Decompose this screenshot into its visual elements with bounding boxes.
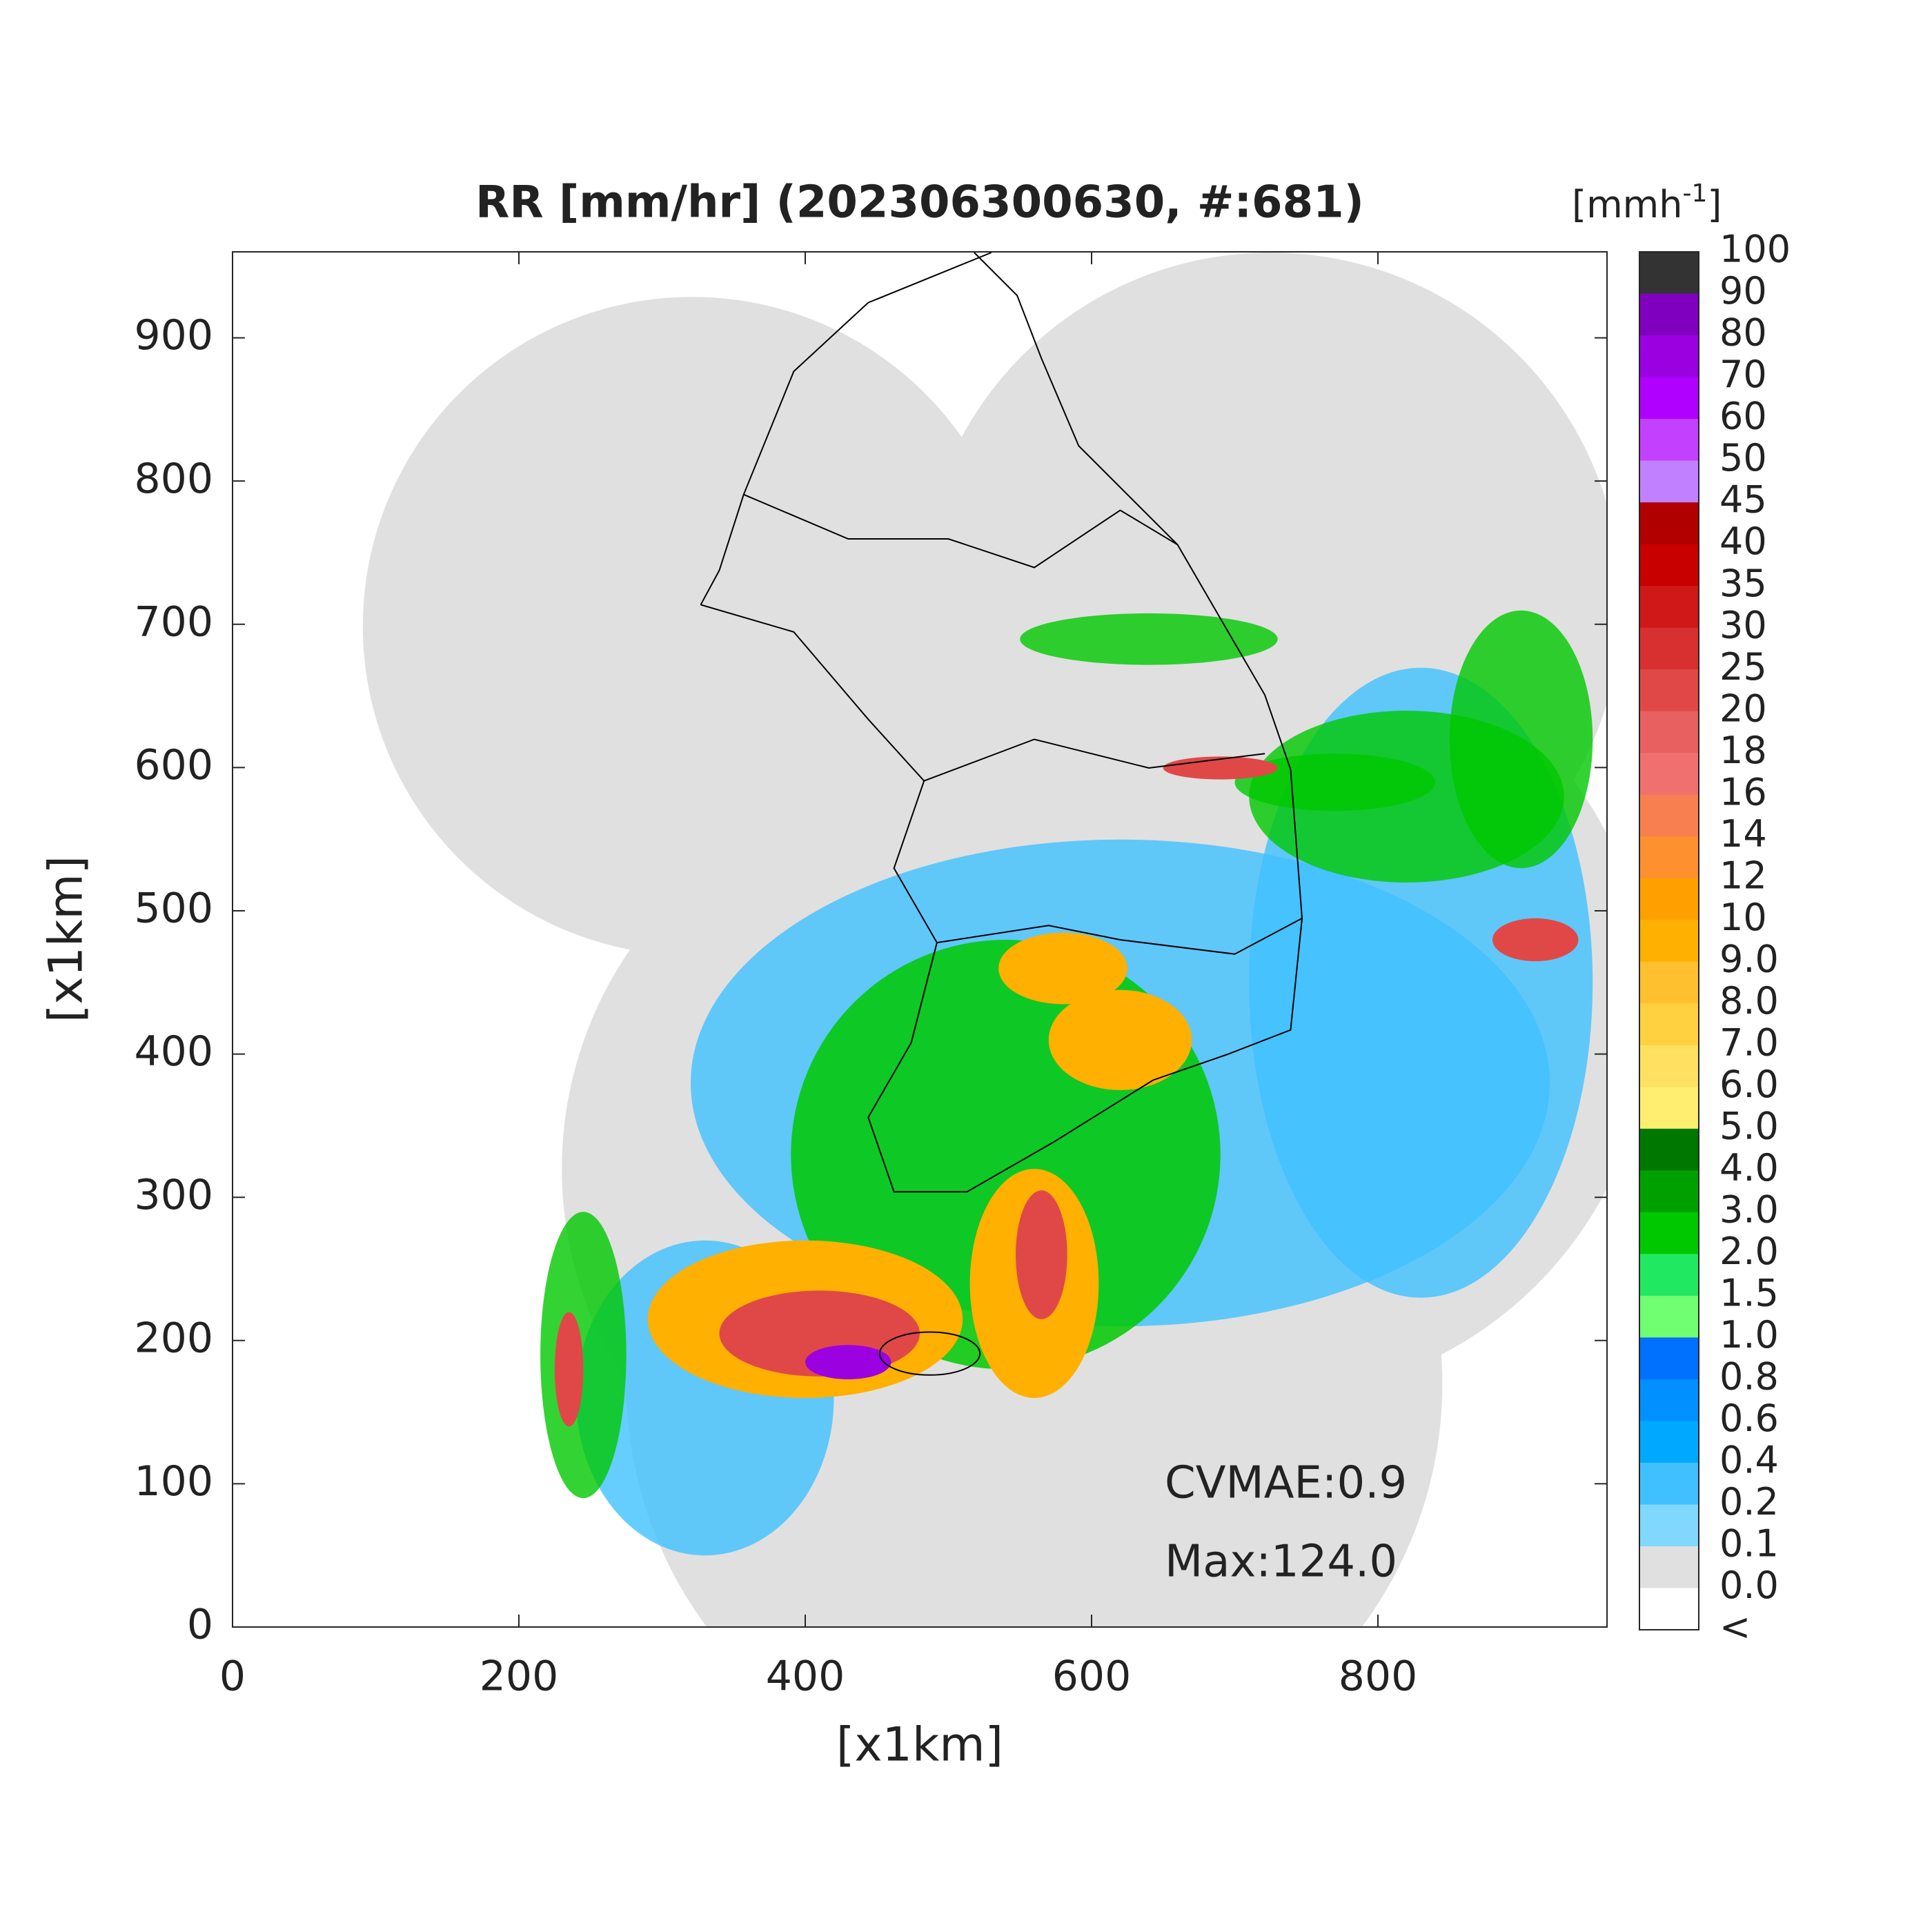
colorbar-label: 2.0: [1719, 1230, 1779, 1273]
annotation: CVMAE:0.9: [1165, 1458, 1407, 1509]
y-tick-label: 300: [134, 1171, 213, 1219]
colorbar-label: 8.0: [1719, 979, 1779, 1023]
unit-base: [mmh: [1572, 183, 1683, 226]
map-area: [362, 253, 1607, 1627]
colorbar-label: 80: [1719, 311, 1767, 355]
colorbar-bin: [1639, 586, 1699, 629]
colorbar-bin: [1639, 419, 1699, 462]
colorbar-label: 0.2: [1719, 1480, 1779, 1524]
y-tick-label: 800: [134, 455, 213, 503]
colorbar-bin: [1639, 711, 1699, 753]
radar-field: [362, 253, 1607, 1627]
x-tick-label: 0: [219, 1653, 246, 1701]
colorbar-bin: [1639, 1003, 1699, 1046]
colorbar-bin: [1639, 669, 1699, 712]
colorbar-bin: [1639, 1588, 1699, 1630]
colorbar-bin: [1639, 335, 1699, 378]
y-tick-label: 500: [134, 885, 213, 933]
colorbar-label: 50: [1719, 436, 1767, 480]
precip-blobs: [540, 610, 1593, 1556]
colorbar-label: <: [1719, 1606, 1751, 1649]
colorbar-label: 40: [1719, 520, 1767, 563]
colorbar-label: 45: [1719, 478, 1767, 522]
colorbar-label: 25: [1719, 645, 1767, 689]
plot-frame: [232, 251, 1608, 1628]
colorbar-label: 14: [1719, 812, 1767, 856]
y-tick-label: 400: [134, 1027, 213, 1076]
colorbar-bin: [1639, 1087, 1699, 1130]
colorbar-bin: [1639, 1379, 1699, 1421]
x-tick-label: 400: [766, 1653, 845, 1701]
colorbar-bin: [1639, 293, 1699, 336]
x-axis-label: [x1km]: [836, 1718, 1003, 1773]
colorbar-label: 0.0: [1719, 1564, 1779, 1607]
colorbar-bin: [1639, 1254, 1699, 1297]
y-tick-label: 200: [134, 1314, 213, 1362]
colorbar-label: 1.0: [1719, 1313, 1779, 1357]
colorbar-label: 90: [1719, 269, 1767, 313]
colorbar-label: 20: [1719, 687, 1767, 730]
y-tick-label: 700: [134, 598, 213, 646]
colorbar-bin: [1639, 544, 1699, 586]
unit-exponent: -1: [1683, 179, 1708, 208]
x-tick-label: 600: [1052, 1653, 1132, 1701]
colorbar-label: 70: [1719, 353, 1767, 396]
colorbar-frame: [1639, 251, 1699, 1630]
y-axis-label: [x1km]: [39, 856, 94, 1023]
y-tick-label: 900: [134, 311, 213, 359]
colorbar-bin: [1639, 1462, 1699, 1505]
colorbar-label: 4.0: [1719, 1146, 1779, 1190]
colorbar-label: 0.1: [1719, 1522, 1779, 1566]
chart-title: RR [mm/hr] (202306300630, #:681): [475, 177, 1364, 228]
colorbar-label: 16: [1719, 770, 1767, 814]
colorbar-bin: [1639, 1421, 1699, 1463]
colorbar-label: 18: [1719, 729, 1767, 772]
colorbar-bin: [1639, 377, 1699, 420]
y-tick-label: 600: [134, 741, 213, 789]
colorbar-unit: [mmh-1]: [1572, 179, 1722, 226]
colorbar-label: 9.0: [1719, 937, 1779, 980]
colorbar-bin: [1639, 920, 1699, 963]
colorbar-label: 10: [1719, 896, 1767, 939]
colorbar-label: 35: [1719, 562, 1767, 605]
annotation: Max:124.0: [1165, 1537, 1397, 1588]
colorbar-bin: [1639, 1295, 1699, 1338]
colorbar-label: 1.5: [1719, 1272, 1779, 1315]
colorbar-bin: [1639, 252, 1699, 295]
colorbar-bin: [1639, 878, 1699, 920]
colorbar-bin: [1639, 1128, 1699, 1171]
unit-close: ]: [1707, 183, 1722, 226]
colorbar-label: 5.0: [1719, 1104, 1779, 1147]
colorbar-label: 3.0: [1719, 1187, 1779, 1231]
y-tick-label: 0: [187, 1601, 213, 1649]
y-tick-label: 100: [134, 1457, 213, 1506]
colorbar-bin: [1639, 502, 1699, 545]
colorbar-bin: [1639, 1170, 1699, 1213]
x-tick-label: 800: [1339, 1653, 1418, 1701]
colorbar-bin: [1639, 1337, 1699, 1380]
colorbar-bin: [1639, 460, 1699, 503]
colorbar-bin: [1639, 794, 1699, 837]
colorbar-label: 30: [1719, 603, 1767, 647]
colorbar-label: 6.0: [1719, 1063, 1779, 1106]
colorbar-label: 0.4: [1719, 1439, 1779, 1482]
colorbar-label: 7.0: [1719, 1021, 1779, 1064]
colorbar-label: 60: [1719, 395, 1767, 438]
colorbar-bin: [1639, 1045, 1699, 1087]
colorbar-label: 100: [1719, 228, 1791, 271]
colorbar-bin: [1639, 836, 1699, 879]
coastline: [701, 253, 1303, 1375]
colorbar-bin: [1639, 961, 1699, 1004]
colorbar-bin: [1639, 1212, 1699, 1254]
colorbar-bin: [1639, 1504, 1699, 1547]
colorbar-label: 0.8: [1719, 1355, 1779, 1399]
colorbar-bin: [1639, 627, 1699, 670]
x-tick-label: 200: [480, 1653, 559, 1701]
colorbar-bin: [1639, 1546, 1699, 1588]
colorbar-bin: [1639, 753, 1699, 796]
colorbar-label: 0.6: [1719, 1397, 1779, 1440]
colorbar-label: 12: [1719, 854, 1767, 897]
